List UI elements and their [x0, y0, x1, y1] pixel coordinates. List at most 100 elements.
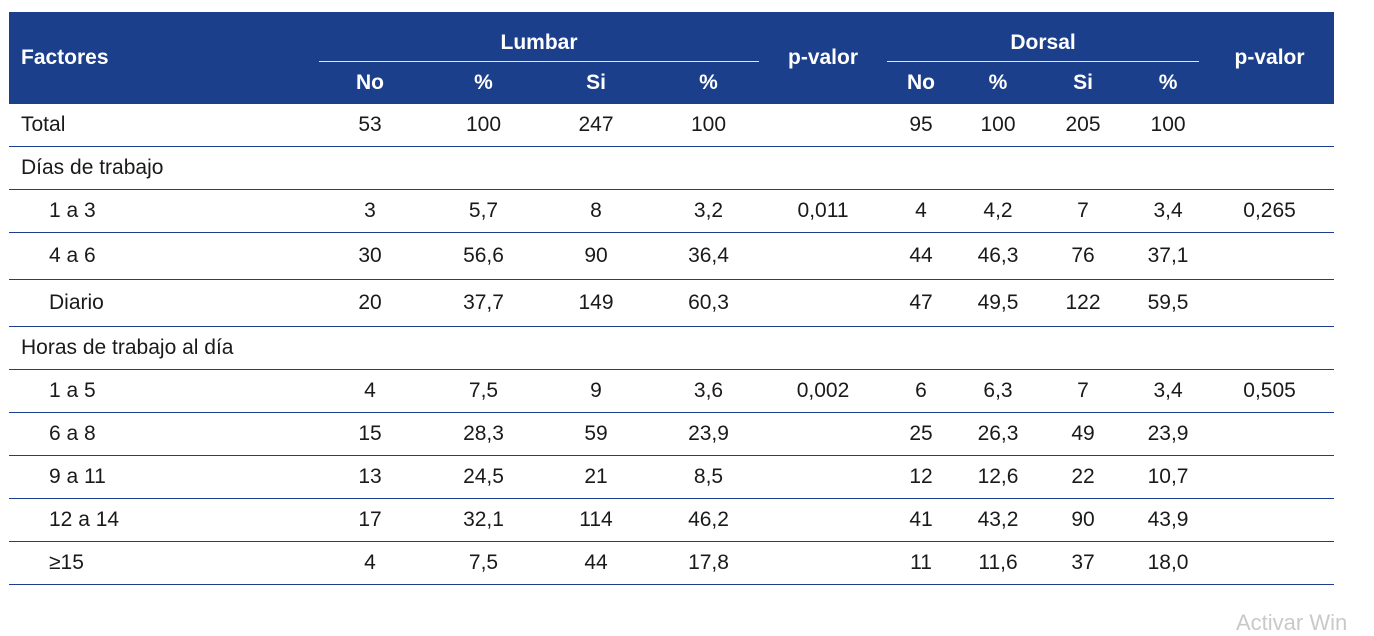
header-group-lumbar: Lumbar [313, 12, 765, 62]
empty-cell [1205, 326, 1335, 370]
lumbar-pvalue-cell [765, 498, 882, 542]
header-pvalor-dorsal: p-valor [1234, 46, 1305, 69]
row-label: Diario [9, 279, 313, 327]
empty-cell [540, 326, 652, 370]
lumbar-pvalue-cell [765, 232, 882, 280]
dorsal-cell: 6 [881, 369, 962, 413]
lumbar-cell: 30 [313, 232, 427, 280]
dorsal-pvalue-cell [1205, 541, 1335, 585]
empty-cell [427, 326, 540, 370]
dorsal-cell: 205 [1035, 104, 1132, 147]
table-row: 12 a 14 17 32,1 114 46,2 41 43,2 90 43,9 [9, 498, 1335, 542]
lumbar-cell: 9 [540, 369, 652, 413]
lumbar-cell: 56,6 [427, 232, 540, 280]
row-label: 6 a 8 [9, 412, 313, 456]
lumbar-cell: 4 [313, 541, 427, 585]
header-col: No [356, 70, 384, 94]
lumbar-pvalue-cell [765, 455, 882, 499]
dorsal-cell: 26,3 [961, 412, 1036, 456]
header-factores: Factores [21, 46, 109, 69]
header-pvalor-lumbar: p-valor [788, 46, 859, 69]
dorsal-pvalue-cell [1205, 279, 1335, 327]
header-col: % [988, 70, 1008, 94]
dorsal-pvalue-cell [1205, 455, 1335, 499]
lumbar-cell: 90 [540, 232, 652, 280]
section-label: Horas de trabajo al día [9, 326, 313, 370]
dorsal-pvalue-cell: 0,265 [1205, 189, 1335, 233]
dorsal-cell: 3,4 [1131, 189, 1206, 233]
lumbar-cell: 46,2 [652, 498, 766, 542]
header-group-dorsal: Dorsal [881, 12, 1205, 62]
dorsal-cell: 41 [881, 498, 962, 542]
dorsal-cell: 6,3 [961, 369, 1036, 413]
header-col: % [474, 70, 493, 94]
lumbar-cell: 28,3 [427, 412, 540, 456]
header-lumbar-title: Lumbar [500, 31, 578, 54]
empty-cell [961, 146, 1036, 190]
lumbar-cell: 13 [313, 455, 427, 499]
table-row: 1 a 3 3 5,7 8 3,2 0,011 4 4,2 7 3,4 0,265 [9, 189, 1335, 233]
lumbar-cell: 7,5 [427, 369, 540, 413]
empty-cell [881, 326, 962, 370]
lumbar-cell: 247 [540, 104, 652, 147]
header-divider [319, 61, 760, 62]
dorsal-cell: 37 [1035, 541, 1132, 585]
table-row: ≥15 4 7,5 44 17,8 11 11,6 37 18,0 [9, 541, 1335, 585]
empty-cell [765, 326, 882, 370]
dorsal-cell: 7 [1035, 369, 1132, 413]
lumbar-pvalue-cell [765, 104, 882, 147]
lumbar-cell: 4 [313, 369, 427, 413]
section-row: Días de trabajo [9, 146, 1335, 190]
dorsal-cell: 95 [881, 104, 962, 147]
dorsal-pvalue-cell [1205, 104, 1335, 147]
lumbar-cell: 23,9 [652, 412, 766, 456]
header-divider [887, 61, 1200, 62]
empty-cell [881, 146, 962, 190]
dorsal-cell: 49,5 [961, 279, 1036, 327]
dorsal-cell: 47 [881, 279, 962, 327]
dorsal-cell: 59,5 [1131, 279, 1206, 327]
header-dorsal-title: Dorsal [1010, 31, 1076, 54]
dorsal-cell: 122 [1035, 279, 1132, 327]
lumbar-cell: 15 [313, 412, 427, 456]
empty-cell [1035, 146, 1132, 190]
dorsal-cell: 12 [881, 455, 962, 499]
row-label: 9 a 11 [9, 455, 313, 499]
lumbar-cell: 36,4 [652, 232, 766, 280]
lumbar-cell: 24,5 [427, 455, 540, 499]
table-header: Factores Lumbar p-valor Dorsal p-valor N… [9, 12, 1335, 104]
row-label: ≥15 [9, 541, 313, 585]
empty-cell [1035, 326, 1132, 370]
dorsal-cell: 44 [881, 232, 962, 280]
dorsal-cell: 43,2 [961, 498, 1036, 542]
lumbar-cell: 7,5 [427, 541, 540, 585]
row-label: 1 a 5 [9, 369, 313, 413]
results-table: Factores Lumbar p-valor Dorsal p-valor N… [9, 12, 1335, 585]
dorsal-pvalue-cell: 0,505 [1205, 369, 1335, 413]
row-label: 12 a 14 [9, 498, 313, 542]
lumbar-cell: 37,7 [427, 279, 540, 327]
lumbar-cell: 44 [540, 541, 652, 585]
dorsal-cell: 7 [1035, 189, 1132, 233]
lumbar-cell: 8,5 [652, 455, 766, 499]
dorsal-cell: 3,4 [1131, 369, 1206, 413]
table-row: Diario 20 37,7 149 60,3 47 49,5 122 59,5 [9, 279, 1335, 327]
header-col: No [907, 70, 936, 94]
empty-cell [540, 146, 652, 190]
dorsal-cell: 76 [1035, 232, 1132, 280]
empty-cell [652, 326, 766, 370]
empty-cell [652, 146, 766, 190]
dorsal-pvalue-cell [1205, 498, 1335, 542]
dorsal-cell: 100 [961, 104, 1036, 147]
empty-cell [313, 146, 427, 190]
lumbar-cell: 100 [652, 104, 766, 147]
section-row: Horas de trabajo al día [9, 326, 1335, 370]
lumbar-pvalue-cell [765, 541, 882, 585]
row-label: Total [9, 104, 313, 147]
row-label: 4 a 6 [9, 232, 313, 280]
header-col: Si [586, 70, 606, 94]
dorsal-pvalue-cell [1205, 232, 1335, 280]
lumbar-pvalue-cell [765, 279, 882, 327]
dorsal-cell: 23,9 [1131, 412, 1206, 456]
dorsal-cell: 43,9 [1131, 498, 1206, 542]
